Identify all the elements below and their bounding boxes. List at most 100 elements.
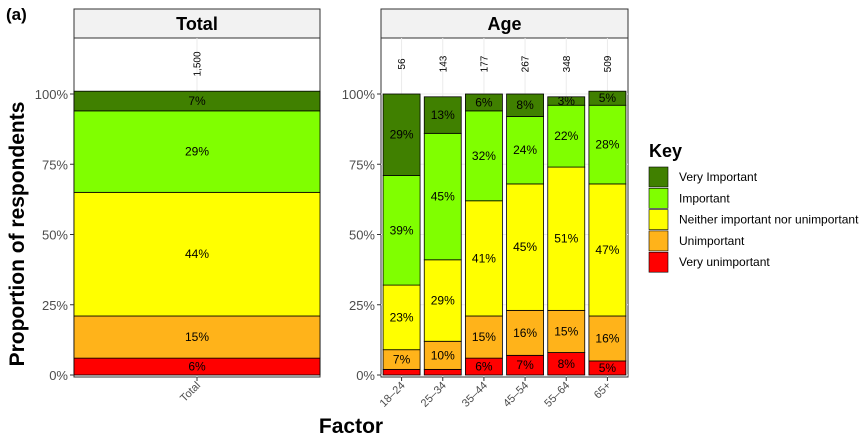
x-tick-label: 55–64 [542,380,572,410]
bar-segment [73,191,321,317]
sample-count: 267 [521,55,532,72]
bar-stack-Total: 6% 15% 44% 29% 7% [73,90,321,376]
bar-segment [506,183,544,311]
y-tick-label: 50% [42,228,68,243]
bar-stack-18–24: 7% 23% 39% 29% [382,93,421,376]
legend-swatch [648,251,669,273]
y-tick-label: 75% [349,157,375,172]
y-tick-label: 100% [35,87,69,102]
legend-swatch [648,230,669,252]
data-label: 29% [185,145,209,159]
panel-strip [73,8,321,39]
bar-stack-35–44: 6% 15% 41% 32% 6% [465,93,503,376]
bar-segment [73,315,321,359]
sample-count: 1,500 [193,51,204,76]
bar-segment [423,96,462,134]
data-label: 7% [188,94,206,108]
data-label: 5% [599,91,617,105]
data-label: 41% [472,251,496,265]
legend-label: Unimportant [679,234,745,248]
bar-segment [423,132,462,261]
panel-label: (a) [6,5,27,24]
legend-label: Important [679,191,730,205]
bar-segment [547,96,586,106]
data-label: 29% [390,128,414,142]
data-label: 7% [393,353,411,367]
x-tick-label: 18–24 [378,380,408,410]
panel-total: Total 6% 15% 44% 29% 7% 1,500 Total 0% 25% 50% 75% 1… [35,8,321,405]
y-tick-label: 50% [349,228,375,243]
bar-segment [506,309,544,356]
data-label: 22% [554,129,578,143]
data-label: 6% [188,360,206,374]
legend-swatch [648,166,669,188]
sample-count: 143 [438,55,449,72]
bar-segment [547,104,586,168]
x-tick-label: 45–54 [501,380,531,410]
chart-panels: Total 6% 15% 44% 29% 7% 1,500 Total 0% 25% 50% 75% 1… [35,8,629,410]
bar-segment [73,90,321,112]
data-label: 29% [431,294,455,308]
data-label: 47% [595,243,619,257]
legend-label: Very Important [679,170,758,184]
data-label: 45% [513,240,537,254]
legend: Key Very Important Important Neither import… [648,141,859,273]
y-tick-label: 100% [342,87,376,102]
data-label: 6% [475,95,493,109]
data-label: 44% [185,247,209,261]
bar-segment [423,368,462,376]
bar-segment [382,175,421,286]
data-label: 32% [472,149,496,163]
bar-segment [547,166,586,311]
data-label: 15% [554,324,578,338]
panel-strip-title: Total [176,14,218,34]
bar-stack-55–64: 8% 15% 51% 22% 3% [547,94,586,376]
bar-segment [506,116,544,185]
data-label: 15% [185,330,209,344]
x-tick-label: 35–44 [460,380,490,410]
data-label: 3% [558,94,576,108]
bar-stack-25–34: 10% 29% 45% 13% [423,96,462,376]
legend-swatch [648,209,669,230]
data-label: 24% [513,143,537,157]
bar-segment [547,309,586,353]
bar-stack-45–54: 7% 16% 45% 24% 8% [506,93,544,376]
data-label: 13% [431,108,455,122]
bar-segment [382,93,421,176]
x-axis-title: Factor [319,415,383,438]
y-axis-title: Proportion of respondents [6,102,29,367]
data-label: 28% [595,138,619,152]
x-tick-label: 25–34 [419,380,449,410]
data-label: 7% [516,358,534,372]
bar-segment [465,93,503,112]
data-label: 10% [431,348,455,362]
data-label: 5% [599,361,617,375]
data-label: 45% [431,190,455,204]
bar-segment [588,104,627,185]
data-label: 8% [516,98,534,112]
bar-segment [423,259,462,342]
data-label: 8% [558,357,576,371]
sample-count: 509 [603,55,614,72]
data-label: 51% [554,232,578,246]
y-tick-label: 25% [42,298,68,313]
sample-count: 56 [397,58,408,70]
y-tick-label: 25% [349,298,375,313]
x-tick-label: 65+ [592,380,614,402]
sample-count: 177 [479,55,490,72]
data-label: 15% [472,330,496,344]
data-label: 16% [513,326,537,340]
panel-strip-title: Age [487,14,521,34]
bar-stack-65+: 5% 16% 47% 28% 5% [588,90,627,376]
x-tick-label: Total [178,380,203,405]
bar-segment [73,110,321,193]
legend-title: Key [649,141,682,161]
legend-swatch [648,188,669,209]
panel-age: Age 7% 23% 39% 29% 56 18–24 10% 29% 45% 13% 143 25–3… [342,8,629,410]
data-label: 39% [390,223,414,237]
panel-strip [380,8,629,39]
y-tick-label: 75% [42,157,68,172]
bar-segment [588,90,627,106]
bar-segment [423,340,462,370]
